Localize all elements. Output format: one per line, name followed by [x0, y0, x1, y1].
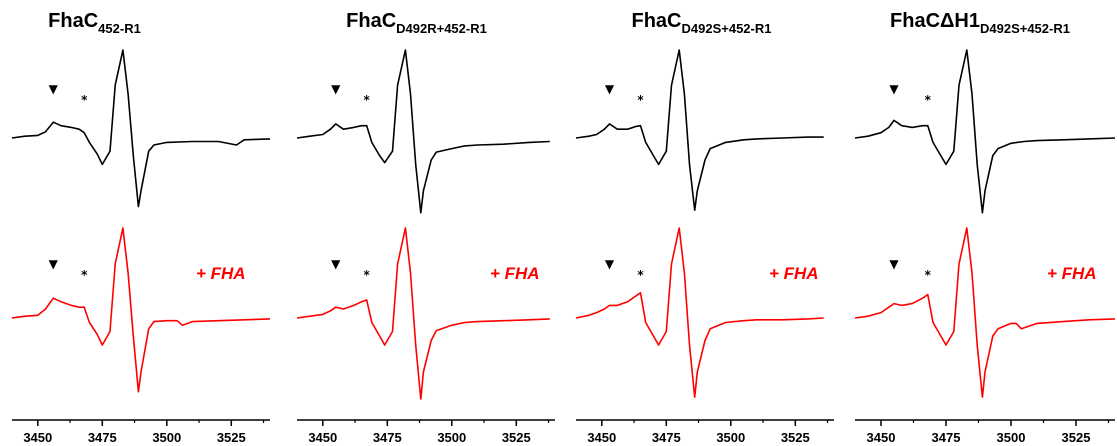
epr-plot-1: ▼ * ▼ * 3450 3475 3500 3525: [11, 49, 271, 445]
x-tick-label: 3450: [587, 430, 616, 445]
x-tick-label: 3475: [373, 430, 402, 445]
epr-plot-2: ▼ * ▼ * 3450 3475 3500 3525: [296, 49, 555, 445]
fha-label: + FHA: [769, 264, 819, 283]
epr-trace-bottom: [854, 227, 1116, 399]
star-marker: *: [364, 268, 371, 282]
x-tick-label: 3475: [88, 430, 117, 445]
epr-trace-bottom: [296, 227, 550, 400]
fha-label: + FHA: [490, 264, 540, 283]
epr-trace-top: [296, 49, 550, 214]
star-marker: *: [81, 268, 88, 282]
triangle-marker: ▼: [889, 257, 899, 271]
triangle-marker: ▼: [49, 82, 59, 96]
x-tick-label: 3525: [217, 430, 246, 445]
x-tick-label: 3500: [716, 430, 745, 445]
x-tick-label: 3450: [308, 430, 337, 445]
star-marker: *: [364, 93, 371, 107]
x-tick-label: 3450: [23, 430, 52, 445]
epr-panel-3: FhaCD492S+452-R1 + FHA ▼ * ▼ * 3450 3475 3500 3…: [558, 0, 837, 446]
epr-panel-4: FhaCΔH1D492S+452-R1 + FHA ▼ * ▼ * 3450 3475 35…: [837, 0, 1117, 446]
panel-title: FhaCD492R+452-R1: [277, 10, 556, 36]
epr-plot-4: ▼ * ▼ * 3450 3475 3500 3525: [854, 49, 1116, 445]
panel-title-main: FhaC: [346, 10, 397, 32]
epr-trace-top: [575, 49, 824, 211]
panel-title-subscript: D492R+452-R1: [396, 21, 487, 36]
panel-title-main: FhaCΔH1: [890, 10, 980, 32]
x-tick-label: 3500: [997, 430, 1026, 445]
epr-trace-top: [854, 49, 1116, 214]
fha-label: + FHA: [1047, 264, 1097, 283]
epr-panel-2: FhaCD492R+452-R1 + FHA ▼ * ▼ * 3450 3475 3500 3…: [279, 0, 558, 446]
epr-trace-bottom: [575, 227, 824, 399]
triangle-marker: ▼: [889, 82, 899, 96]
panel-title: FhaCD492S+452-R1: [562, 10, 841, 36]
triangle-marker: ▼: [331, 257, 341, 271]
star-marker: *: [637, 93, 644, 107]
panel-title-subscript: D492S+452-R1: [681, 21, 772, 36]
x-tick-label: 3475: [652, 430, 681, 445]
epr-panel-1: FhaC452-R1 + FHA ▼ * ▼ * 3450 3475 3500 3525: [0, 0, 279, 446]
x-tick-label: 3500: [437, 430, 466, 445]
x-tick-label: 3500: [152, 430, 181, 445]
star-marker: *: [925, 93, 932, 107]
panel-title: FhaCΔH1D492S+452-R1: [840, 10, 1117, 36]
epr-trace-top: [11, 49, 271, 208]
epr-trace-bottom: [11, 227, 271, 393]
star-marker: *: [925, 268, 932, 282]
fha-label: + FHA: [196, 264, 246, 283]
triangle-marker: ▼: [49, 257, 59, 271]
x-tick-label: 3525: [502, 430, 531, 445]
x-tick-label: 3525: [1062, 430, 1091, 445]
x-tick-label: 3475: [932, 430, 961, 445]
triangle-marker: ▼: [605, 82, 615, 96]
x-tick-label: 3525: [781, 430, 810, 445]
panel-title-main: FhaC: [631, 10, 682, 32]
star-marker: *: [81, 93, 88, 107]
panel-title-main: FhaC: [48, 10, 99, 32]
panel-title-subscript: 452-R1: [98, 21, 141, 36]
epr-plot-3: ▼ * ▼ * 3450 3475 3500 3525: [575, 49, 834, 445]
panel-title: FhaC452-R1: [0, 10, 234, 36]
triangle-marker: ▼: [605, 257, 615, 271]
x-tick-label: 3450: [867, 430, 896, 445]
panel-title-subscript: D492S+452-R1: [979, 21, 1070, 36]
triangle-marker: ▼: [331, 82, 341, 96]
star-marker: *: [637, 268, 644, 282]
